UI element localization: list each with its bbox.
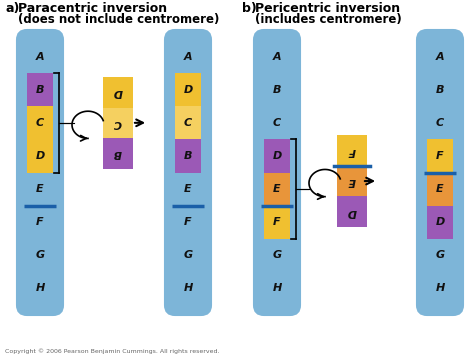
Text: (includes centromere): (includes centromere) [255, 13, 402, 26]
Text: C: C [273, 118, 281, 128]
Text: E: E [348, 176, 356, 186]
Bar [27, 106, 53, 139]
Text: b): b) [242, 2, 257, 15]
Bar [103, 138, 133, 168]
Text: E: E [36, 184, 44, 194]
Text: H: H [273, 283, 282, 293]
Bar [264, 139, 290, 172]
Text: H: H [436, 283, 445, 293]
Text: D: D [113, 87, 123, 97]
Text: B: B [36, 85, 44, 95]
Bar [427, 139, 453, 172]
Text: F: F [436, 151, 444, 161]
Text: C: C [184, 118, 192, 128]
FancyBboxPatch shape [16, 29, 64, 316]
Text: H: H [183, 283, 192, 293]
Text: B: B [436, 85, 444, 95]
FancyBboxPatch shape [417, 30, 463, 72]
Bar [27, 139, 53, 172]
Text: C: C [36, 118, 44, 128]
Text: Copyright © 2006 Pearson Benjamin Cummings. All rights reserved.: Copyright © 2006 Pearson Benjamin Cummin… [5, 348, 219, 354]
Text: D: D [36, 151, 45, 161]
Bar [103, 77, 133, 108]
Bar [175, 106, 201, 139]
Bar [337, 135, 367, 166]
Text: F: F [273, 217, 281, 227]
Bar [427, 206, 453, 239]
Bar [103, 108, 133, 138]
Text: D: D [436, 217, 445, 227]
Text: C: C [114, 118, 122, 128]
Text: B: B [114, 148, 122, 158]
Text: Paracentric inversion: Paracentric inversion [18, 2, 167, 15]
Text: Pericentric inversion: Pericentric inversion [255, 2, 400, 15]
FancyBboxPatch shape [417, 273, 463, 315]
Bar [427, 172, 453, 206]
FancyBboxPatch shape [17, 30, 63, 72]
Text: A: A [273, 51, 281, 62]
Text: F: F [36, 217, 44, 227]
FancyBboxPatch shape [253, 29, 301, 316]
Bar [27, 73, 53, 106]
Text: A: A [436, 51, 444, 62]
FancyBboxPatch shape [164, 29, 212, 316]
Text: G: G [436, 250, 445, 260]
Text: A: A [184, 51, 192, 62]
Text: G: G [183, 250, 192, 260]
Text: a): a) [5, 2, 19, 15]
Bar [175, 73, 201, 106]
Text: C: C [436, 118, 444, 128]
Text: D: D [273, 151, 282, 161]
Bar [175, 139, 201, 172]
Bar [337, 196, 367, 227]
FancyBboxPatch shape [165, 30, 211, 72]
FancyBboxPatch shape [416, 29, 464, 316]
Text: G: G [273, 250, 282, 260]
Text: D: D [347, 207, 356, 216]
FancyBboxPatch shape [165, 273, 211, 315]
Text: (does not include centromere): (does not include centromere) [18, 13, 219, 26]
Text: B: B [184, 151, 192, 161]
Text: F: F [184, 217, 192, 227]
Text: F: F [348, 145, 356, 156]
Text: A: A [36, 51, 44, 62]
Text: E: E [184, 184, 192, 194]
Text: D: D [183, 85, 192, 95]
FancyBboxPatch shape [254, 273, 300, 315]
FancyBboxPatch shape [254, 30, 300, 72]
Text: E: E [436, 184, 444, 194]
FancyBboxPatch shape [17, 273, 63, 315]
Text: E: E [273, 184, 281, 194]
Bar [264, 206, 290, 239]
Text: H: H [36, 283, 45, 293]
Bar [264, 172, 290, 206]
Bar [337, 166, 367, 196]
Text: B: B [273, 85, 281, 95]
Text: G: G [36, 250, 45, 260]
